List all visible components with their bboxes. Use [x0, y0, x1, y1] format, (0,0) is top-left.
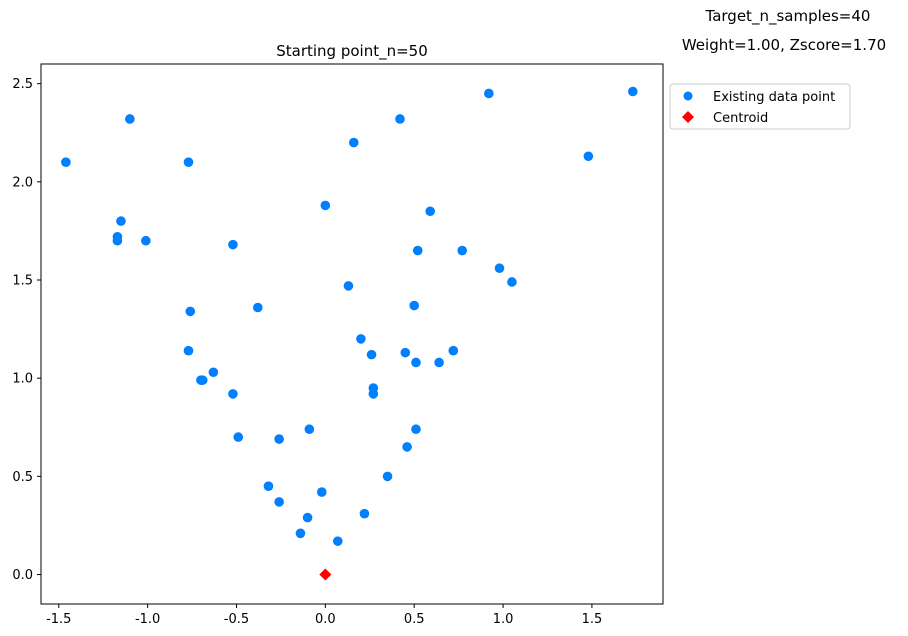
x-tick-label: 1.0	[493, 612, 514, 627]
chart-title: Starting point_n=50	[276, 42, 428, 61]
data-point	[457, 245, 467, 256]
data-point	[434, 357, 444, 368]
data-point	[627, 86, 638, 97]
data-point	[61, 157, 71, 167]
data-point	[320, 200, 331, 211]
x-tick-label: -1.0	[135, 612, 160, 627]
data-point	[402, 442, 412, 452]
data-point	[448, 345, 459, 356]
data-point	[507, 277, 517, 287]
figure-header-line1: Target_n_samples=40	[705, 7, 871, 26]
data-point	[359, 508, 370, 519]
data-point	[304, 424, 315, 435]
x-tick-label: -0.5	[224, 612, 249, 627]
data-point	[411, 357, 421, 368]
y-axis: 0.0 0.5 1.0 1.5 2.0 2.5	[12, 77, 41, 583]
y-tick-label: 0.5	[12, 470, 33, 485]
data-point	[366, 349, 377, 360]
data-points	[61, 86, 638, 581]
data-point	[116, 216, 126, 226]
data-point	[583, 151, 594, 162]
data-point	[125, 114, 135, 124]
figure-header-line2: Weight=1.00, Zscore=1.70	[682, 36, 886, 54]
data-point	[395, 114, 405, 124]
x-tick-label: 0.5	[404, 612, 425, 627]
data-point	[316, 487, 327, 497]
data-point	[332, 536, 343, 546]
legend-box	[669, 83, 851, 130]
x-tick-label: -1.5	[46, 612, 71, 627]
data-point	[233, 432, 244, 442]
data-point	[185, 306, 196, 317]
data-point	[382, 471, 393, 482]
data-point	[253, 302, 263, 313]
data-point	[183, 157, 194, 167]
y-tick-label: 1.5	[12, 274, 33, 289]
data-point	[411, 424, 421, 435]
data-point	[197, 375, 208, 385]
data-point	[228, 389, 238, 399]
legend: Existing data point Centroid	[669, 83, 851, 130]
data-point	[274, 497, 284, 507]
centroid-point	[319, 568, 332, 581]
data-point	[356, 334, 366, 344]
data-point	[183, 345, 194, 356]
legend-marker-centroid	[682, 111, 694, 123]
plot-area	[40, 63, 664, 605]
data-point	[412, 245, 423, 256]
data-point	[368, 389, 379, 399]
data-point	[228, 239, 238, 250]
y-tick-label: 2.5	[12, 77, 33, 92]
data-point	[494, 263, 505, 274]
data-point	[263, 481, 274, 491]
legend-label-existing: Existing data point	[713, 90, 835, 105]
data-point	[348, 137, 359, 148]
y-tick-label: 0.0	[12, 568, 33, 583]
legend-label-centroid: Centroid	[713, 111, 768, 126]
data-point	[141, 235, 151, 246]
data-point	[274, 434, 284, 444]
data-point	[295, 528, 306, 539]
x-tick-label: 0.0	[315, 612, 336, 627]
data-point	[484, 88, 494, 99]
data-point	[112, 235, 123, 246]
legend-marker-existing	[683, 91, 693, 101]
data-point	[343, 281, 354, 291]
data-point	[400, 347, 411, 358]
y-tick-label: 1.0	[12, 372, 33, 387]
data-point	[302, 512, 313, 523]
data-point	[425, 206, 435, 217]
x-axis: -1.5 -1.0 -0.5 0.0 0.5 1.0 1.5	[46, 604, 602, 627]
data-point	[208, 367, 219, 378]
y-tick-label: 2.0	[12, 175, 33, 190]
x-tick-label: 1.5	[582, 612, 603, 627]
data-point	[409, 300, 420, 311]
